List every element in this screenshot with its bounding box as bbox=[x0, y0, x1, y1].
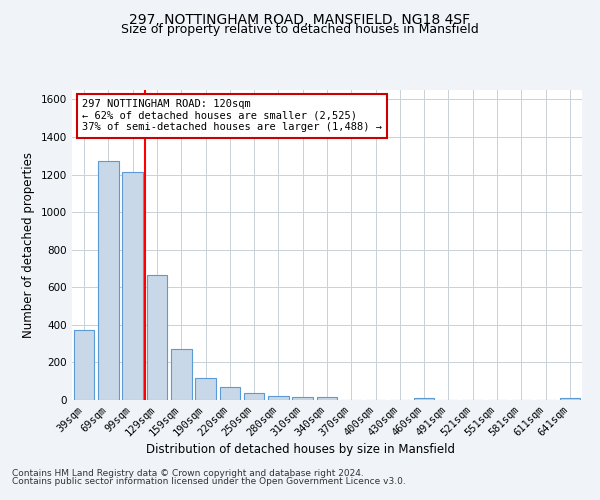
Text: 297 NOTTINGHAM ROAD: 120sqm
← 62% of detached houses are smaller (2,525)
37% of : 297 NOTTINGHAM ROAD: 120sqm ← 62% of det… bbox=[82, 100, 382, 132]
Bar bbox=[171, 350, 191, 400]
Bar bbox=[317, 396, 337, 400]
Text: Distribution of detached houses by size in Mansfield: Distribution of detached houses by size … bbox=[146, 442, 455, 456]
Text: Contains HM Land Registry data © Crown copyright and database right 2024.: Contains HM Land Registry data © Crown c… bbox=[12, 468, 364, 477]
Text: Size of property relative to detached houses in Mansfield: Size of property relative to detached ho… bbox=[121, 22, 479, 36]
Bar bbox=[146, 275, 167, 400]
Bar bbox=[244, 393, 265, 400]
Y-axis label: Number of detached properties: Number of detached properties bbox=[22, 152, 35, 338]
Bar bbox=[98, 162, 119, 400]
Bar bbox=[292, 397, 313, 400]
Bar bbox=[268, 396, 289, 400]
Text: Contains public sector information licensed under the Open Government Licence v3: Contains public sector information licen… bbox=[12, 477, 406, 486]
Bar bbox=[560, 398, 580, 400]
Bar bbox=[122, 172, 143, 400]
Bar bbox=[220, 387, 240, 400]
Text: 297, NOTTINGHAM ROAD, MANSFIELD, NG18 4SF: 297, NOTTINGHAM ROAD, MANSFIELD, NG18 4S… bbox=[130, 12, 470, 26]
Bar bbox=[195, 378, 216, 400]
Bar bbox=[74, 330, 94, 400]
Bar bbox=[414, 398, 434, 400]
